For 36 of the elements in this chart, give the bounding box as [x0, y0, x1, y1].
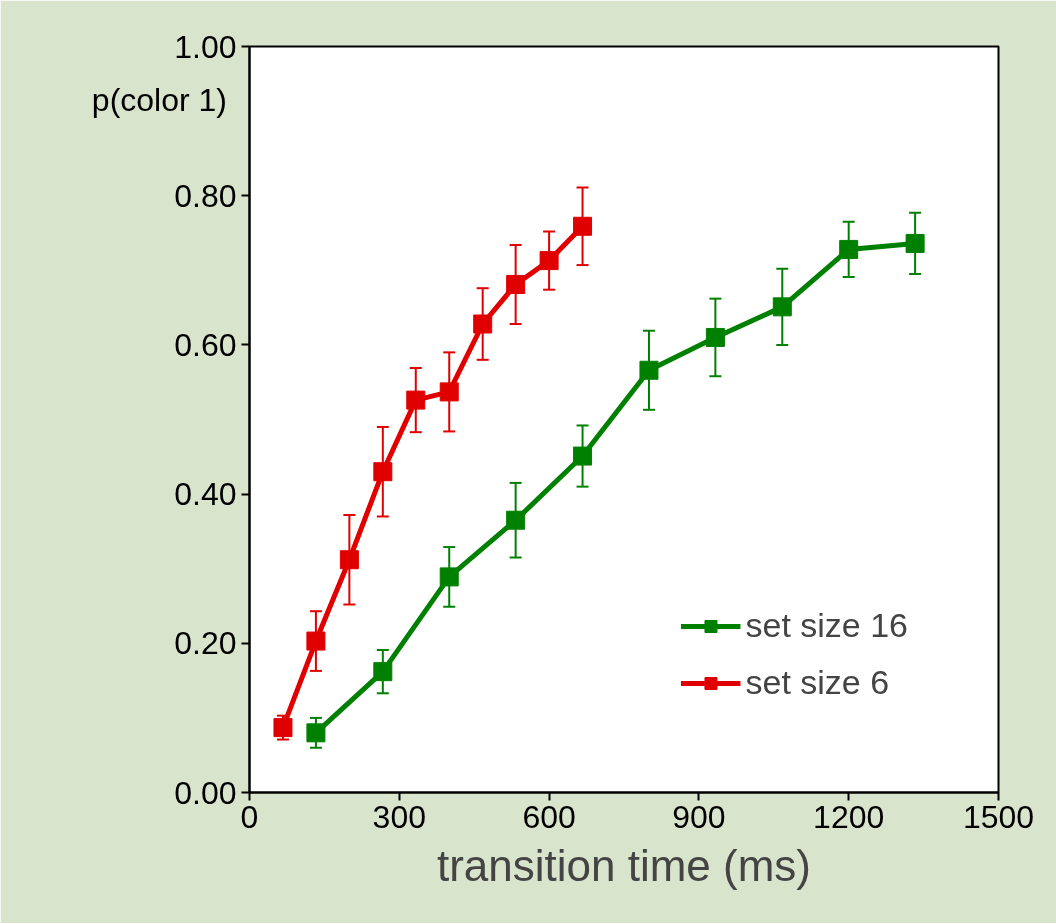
y-tick-label: 0.20: [174, 625, 237, 662]
point: [506, 274, 526, 294]
y-axis-title: p(color 1): [90, 81, 227, 120]
point: [406, 390, 426, 410]
y-tick-label: 0.80: [174, 177, 237, 214]
legend-label: set size 6: [745, 663, 890, 702]
point: [273, 718, 293, 738]
y-tick-label: 1.00: [174, 28, 237, 65]
point: [539, 251, 559, 271]
point: [439, 382, 459, 402]
point: [905, 233, 925, 253]
legend-label: set size 16: [745, 606, 908, 645]
point: [339, 550, 359, 570]
point: [506, 510, 526, 530]
x-tick-label: 900: [672, 798, 726, 835]
point: [473, 314, 493, 334]
point: [439, 567, 459, 587]
point: [373, 462, 393, 482]
x-tick-label: 1500: [962, 798, 1035, 835]
point: [639, 360, 659, 380]
y-tick-label: 0.00: [174, 774, 237, 811]
point: [573, 446, 593, 466]
x-tick-label: 1200: [813, 798, 885, 835]
point: [772, 297, 792, 317]
x-axis-title: transition time (ms): [436, 840, 812, 890]
y-tick-label: 0.60: [174, 326, 237, 363]
x-tick-label: 0: [240, 798, 259, 835]
point: [839, 239, 859, 259]
x-tick-label: 300: [372, 798, 426, 835]
point: [306, 631, 326, 651]
point: [705, 327, 725, 347]
point: [306, 723, 326, 743]
x-tick-label: 600: [522, 798, 576, 835]
point: [373, 662, 393, 682]
y-tick-label: 0.40: [174, 476, 237, 513]
point: [573, 216, 593, 236]
